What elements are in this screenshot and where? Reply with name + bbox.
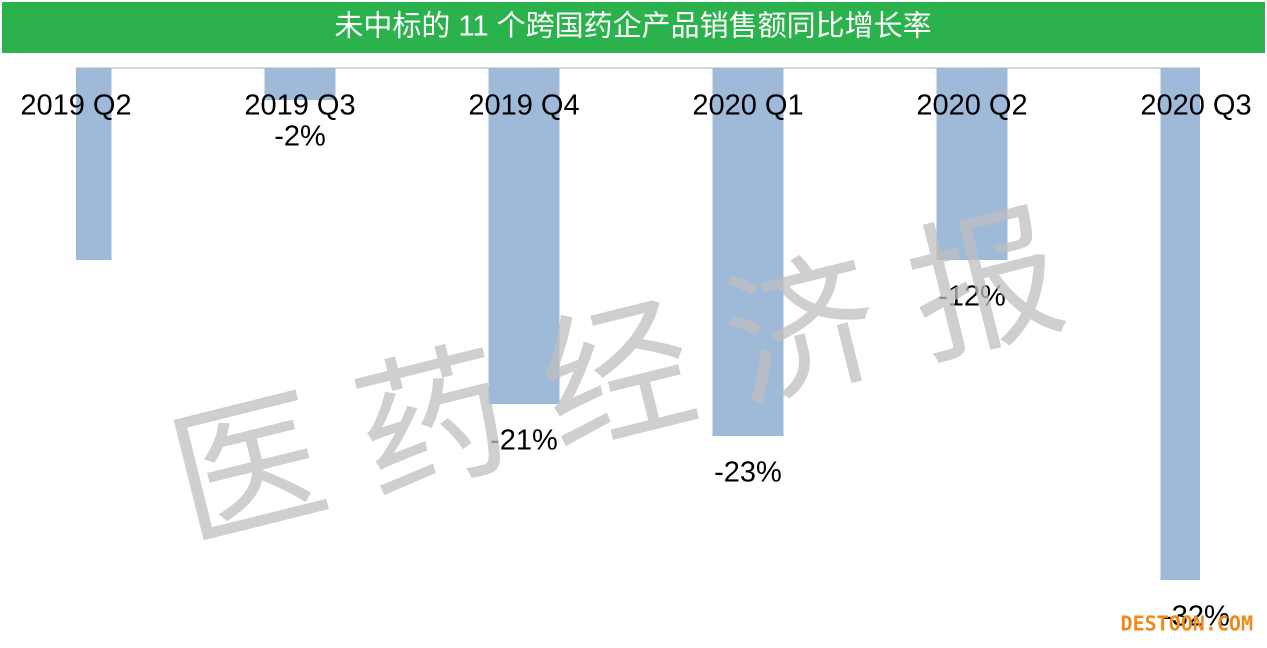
labels: 2019 Q2 2019 Q3-2% 2019 Q4 -21% 2020 Q1 -23% 2… bbox=[20, 90, 1251, 633]
data-label: -2% bbox=[274, 121, 326, 153]
category-label: 2020 Q2 bbox=[916, 90, 1027, 122]
title-bar bbox=[2, 2, 1265, 53]
chart-title: 未中标的 11 个跨国药企产品销售额同比增长率 bbox=[334, 10, 931, 43]
data-label: -21% bbox=[490, 425, 558, 457]
category-label: 2019 Q4 bbox=[468, 90, 579, 122]
bar bbox=[76, 68, 112, 260]
bar bbox=[936, 68, 1008, 260]
source-mark: DESTOON.COM bbox=[1121, 612, 1253, 636]
category-label: 2019 Q3 bbox=[244, 90, 355, 122]
data-label: -32% bbox=[1162, 601, 1230, 633]
bar bbox=[1160, 68, 1200, 580]
bar bbox=[712, 68, 784, 436]
bar bbox=[488, 68, 560, 404]
bar bbox=[264, 68, 336, 100]
category-label: 2019 Q2 bbox=[20, 90, 131, 122]
category-label: 2020 Q1 bbox=[692, 90, 803, 122]
category-label: 2020 Q3 bbox=[1140, 90, 1251, 122]
bars bbox=[76, 68, 1200, 580]
data-label: -23% bbox=[714, 457, 782, 489]
data-label: -12% bbox=[938, 281, 1006, 313]
watermark: 医药经济报 bbox=[155, 174, 1119, 573]
